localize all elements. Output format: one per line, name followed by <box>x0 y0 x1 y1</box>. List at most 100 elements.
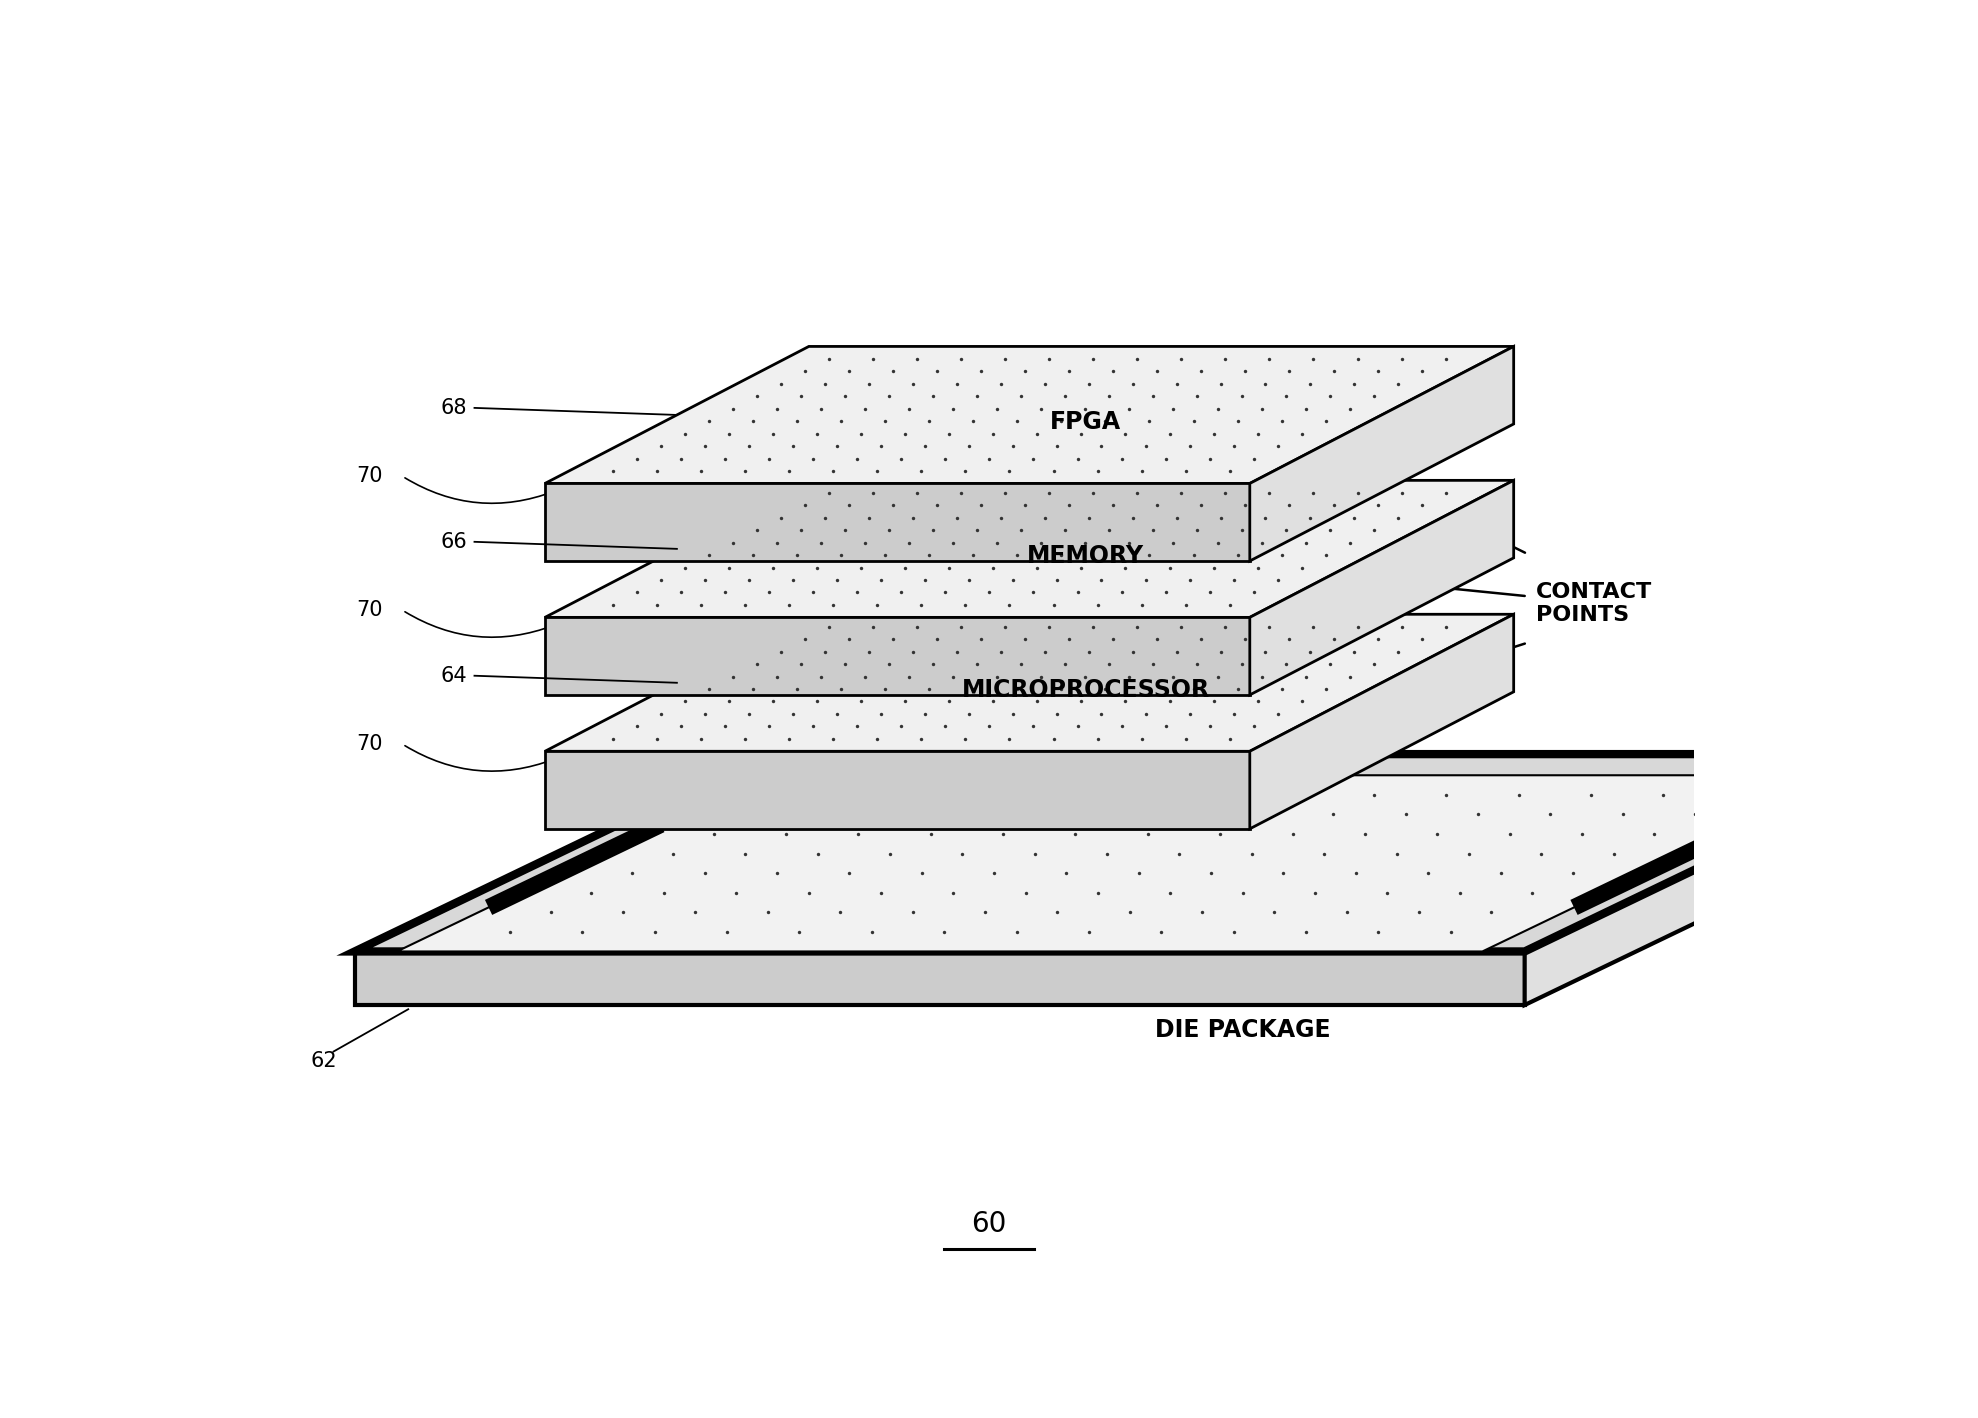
Point <box>930 447 961 469</box>
Point <box>906 727 938 750</box>
Point <box>752 900 783 923</box>
Point <box>1333 532 1365 554</box>
Point <box>938 532 969 554</box>
Point <box>1017 715 1048 737</box>
Point <box>993 727 1025 750</box>
Point <box>1153 691 1185 713</box>
Point <box>1153 556 1185 579</box>
Point <box>1025 397 1056 420</box>
Point <box>1337 641 1369 664</box>
Point <box>849 665 880 688</box>
Text: DIE PACKAGE: DIE PACKAGE <box>1155 1018 1331 1042</box>
Point <box>785 652 817 675</box>
Point <box>922 493 953 516</box>
Point <box>1155 882 1187 905</box>
Point <box>734 569 765 591</box>
Point <box>758 691 789 713</box>
Point <box>1557 862 1588 885</box>
Point <box>1068 784 1100 807</box>
Point <box>918 519 949 542</box>
Point <box>910 435 942 458</box>
Point <box>1054 360 1086 383</box>
Point <box>930 715 961 737</box>
Point <box>1090 678 1122 700</box>
Point <box>1242 556 1274 579</box>
Point <box>886 581 918 604</box>
Point <box>1042 702 1074 725</box>
Point <box>961 519 993 542</box>
Point <box>1009 493 1040 516</box>
Text: 62: 62 <box>311 1051 336 1072</box>
Point <box>1333 397 1365 420</box>
Point <box>890 556 922 579</box>
Polygon shape <box>546 752 1250 830</box>
Point <box>862 459 894 482</box>
Point <box>1125 594 1157 617</box>
Point <box>1195 581 1226 604</box>
Point <box>621 447 653 469</box>
Point <box>1485 862 1517 885</box>
Point <box>981 397 1013 420</box>
Point <box>1250 373 1282 396</box>
Point <box>957 678 989 700</box>
Point <box>1218 435 1250 458</box>
Point <box>938 882 969 905</box>
Point <box>1149 715 1181 737</box>
Text: FPGA: FPGA <box>1050 410 1122 434</box>
Point <box>864 882 896 905</box>
Point <box>1060 822 1092 845</box>
Point <box>781 410 813 432</box>
Point <box>1125 727 1157 750</box>
Point <box>1274 360 1305 383</box>
Point <box>809 641 841 664</box>
Point <box>1110 556 1141 579</box>
Point <box>1203 397 1234 420</box>
Point <box>942 506 973 529</box>
Point <box>989 347 1021 370</box>
Point <box>665 581 696 604</box>
Point <box>669 556 700 579</box>
Point <box>1114 397 1145 420</box>
Point <box>1274 493 1305 516</box>
Point <box>1218 920 1250 943</box>
Point <box>841 581 872 604</box>
Point <box>1341 482 1373 505</box>
Point <box>1038 727 1070 750</box>
Point <box>1286 784 1317 807</box>
Polygon shape <box>1250 346 1513 562</box>
Point <box>1161 641 1193 664</box>
Point <box>1021 556 1052 579</box>
Point <box>1161 506 1193 529</box>
Point <box>1222 410 1254 432</box>
Point <box>1331 900 1363 923</box>
Point <box>821 569 853 591</box>
Point <box>817 459 849 482</box>
Point <box>665 447 696 469</box>
Text: 70: 70 <box>356 735 384 754</box>
Point <box>1173 702 1205 725</box>
Point <box>817 727 849 750</box>
Point <box>730 459 762 482</box>
Point <box>1137 384 1169 407</box>
Point <box>665 715 696 737</box>
Point <box>985 641 1017 664</box>
Point <box>1001 678 1033 700</box>
Point <box>1286 691 1317 713</box>
Point <box>1021 691 1052 713</box>
Point <box>843 822 874 845</box>
Point <box>688 702 720 725</box>
Point <box>1387 482 1418 505</box>
Point <box>1005 519 1036 542</box>
Point <box>742 519 773 542</box>
Point <box>997 569 1029 591</box>
Point <box>1165 347 1197 370</box>
Point <box>813 482 845 505</box>
Point <box>886 447 918 469</box>
Point <box>1383 373 1414 396</box>
Point <box>902 482 934 505</box>
Point <box>1598 842 1630 865</box>
Point <box>641 727 673 750</box>
Point <box>833 862 864 885</box>
Point <box>1029 373 1060 396</box>
Point <box>1029 506 1060 529</box>
